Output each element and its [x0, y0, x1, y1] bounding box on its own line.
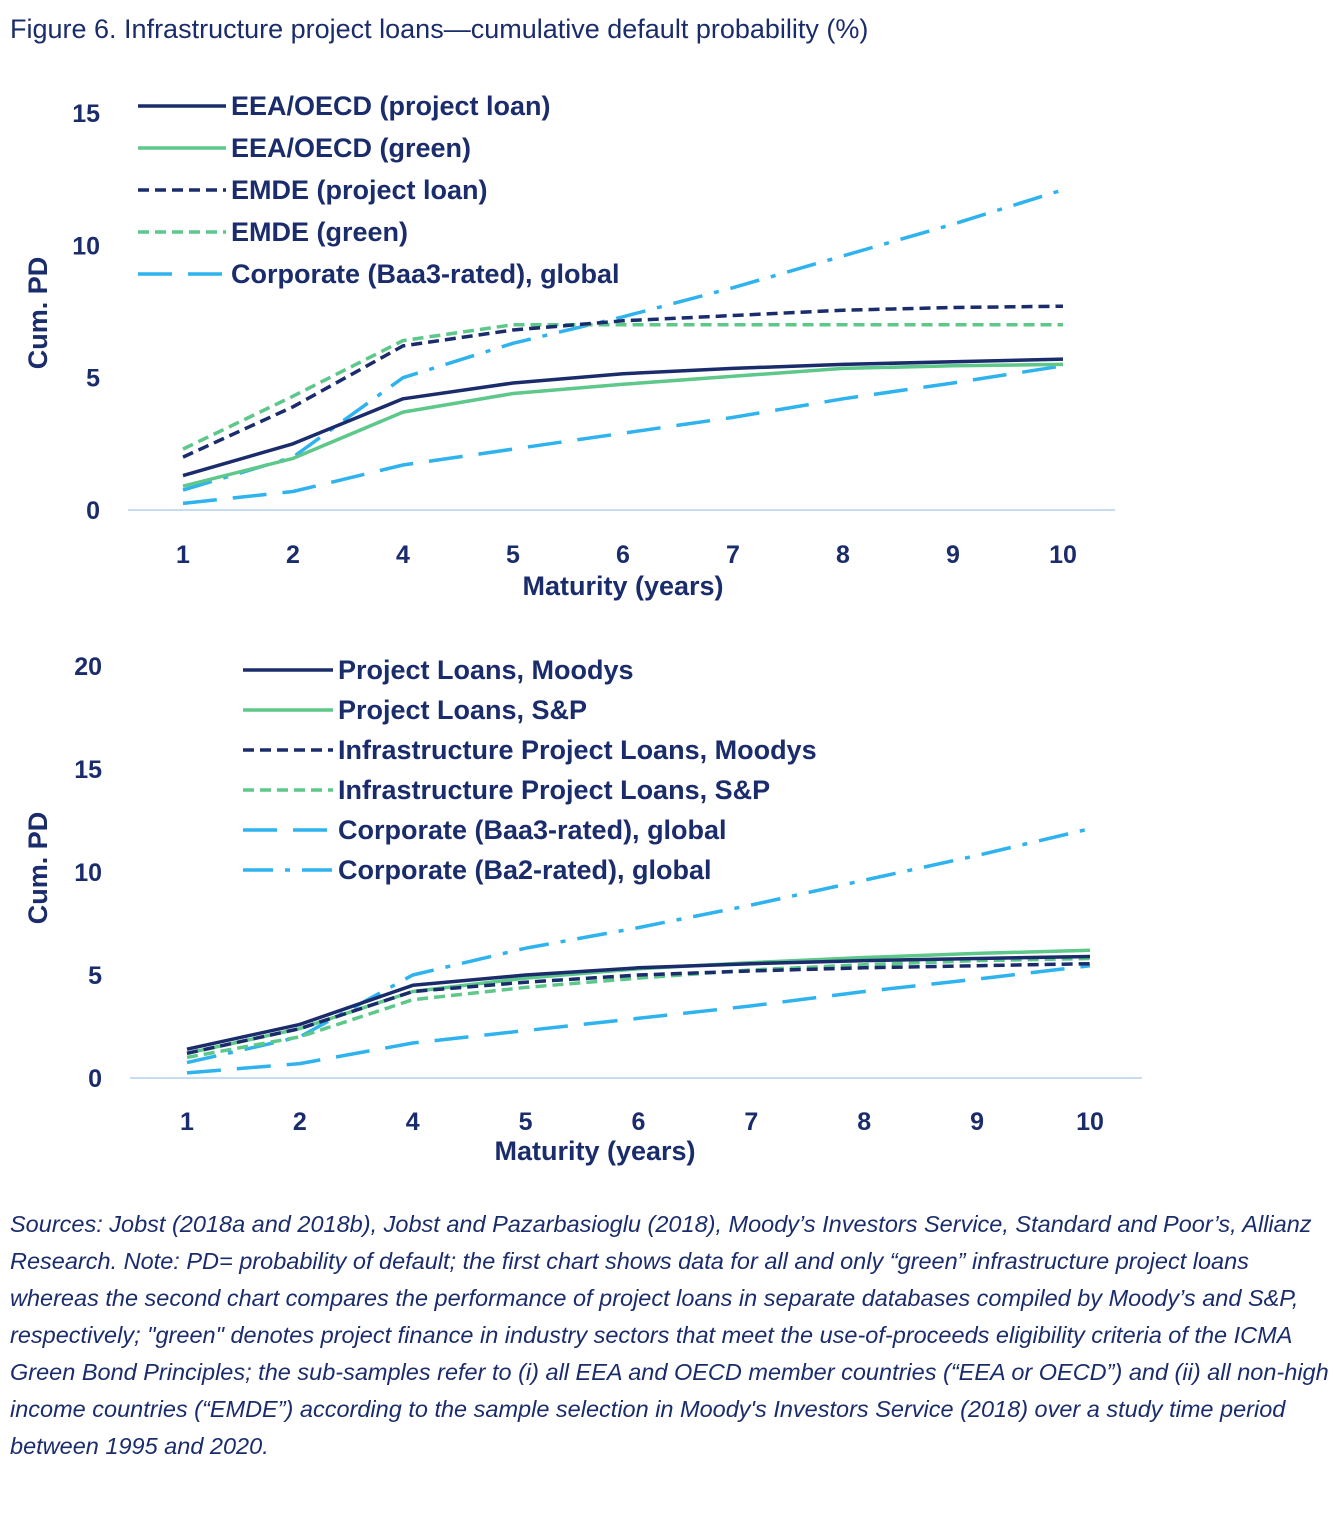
legend-label-2: EMDE (project loan)	[231, 175, 488, 205]
x-tick-label: 1	[180, 1108, 194, 1136]
legend-label-4: Corporate (Baa3-rated), global	[231, 259, 620, 289]
x-tick-label: 5	[519, 1108, 533, 1136]
x-tick-label: 8	[836, 541, 850, 569]
legend-label-3: Infrastructure Project Loans, S&P	[338, 775, 770, 805]
x-tick-label: 8	[857, 1108, 871, 1136]
legend-label-1: Project Loans, S&P	[338, 695, 587, 725]
chart-top: 0 5 10 15 1 2 4 5 6 7 8 9 10 Maturity (years) Cum. PD E…	[23, 91, 1115, 601]
x-axis-label: Maturity (years)	[522, 571, 723, 601]
series-line-2	[186, 961, 1091, 1056]
x-tick-label: 9	[970, 1108, 984, 1136]
series-line-1	[186, 948, 1091, 1056]
legend-label-4: Corporate (Baa3-rated), global	[338, 815, 727, 845]
series-line-4	[186, 963, 1091, 1075]
x-axis-label: Maturity (years)	[494, 1136, 695, 1166]
x-tick-label: 7	[726, 541, 740, 569]
x-tick-label: 1	[176, 541, 190, 569]
x-tick-label: 2	[286, 541, 300, 569]
y-tick-label: 0	[88, 1065, 102, 1093]
legend-label-0: EEA/OECD (project loan)	[231, 91, 551, 121]
x-tick-label: 9	[946, 541, 960, 569]
series-line-5	[186, 826, 1091, 1065]
x-tick-label: 4	[406, 1108, 420, 1136]
y-axis-label: Cum. PD	[23, 812, 53, 925]
legend-label-3: EMDE (green)	[231, 217, 408, 247]
legend-label-5: Corporate (Ba2-rated), global	[338, 855, 712, 885]
series-line-2	[182, 304, 1064, 459]
x-tick-label: 4	[396, 541, 410, 569]
y-axis-label: Cum. PD	[23, 257, 53, 370]
legend-label-2: Infrastructure Project Loans, Moodys	[338, 735, 817, 765]
y-tick-label: 15	[72, 100, 100, 128]
x-tick-label: 2	[293, 1108, 307, 1136]
x-tick-label: 10	[1049, 541, 1077, 569]
series-line-3	[182, 322, 1063, 451]
y-tick-label: 10	[74, 859, 102, 887]
x-tick-label: 6	[632, 1108, 646, 1136]
series-line-1	[182, 362, 1064, 488]
y-tick-label: 5	[86, 365, 100, 393]
series-line-3	[186, 956, 1091, 1060]
x-tick-label: 10	[1076, 1108, 1104, 1136]
y-tick-label: 0	[86, 497, 100, 525]
x-tick-label: 6	[616, 541, 630, 569]
y-tick-label: 15	[74, 756, 102, 784]
figure-title: Figure 6. Infrastructure project loans—c…	[10, 14, 869, 44]
legend-label-0: Project Loans, Moodys	[338, 655, 634, 685]
y-tick-label: 5	[88, 962, 102, 990]
x-tick-label: 7	[744, 1108, 758, 1136]
x-tick-label: 5	[506, 541, 520, 569]
series-line-0	[186, 954, 1091, 1051]
y-tick-label: 10	[72, 232, 100, 260]
legend-label-1: EEA/OECD (green)	[231, 133, 471, 163]
source-note: Sources: Jobst (2018a and 2018b), Jobst …	[10, 1211, 1329, 1459]
series-line-0	[182, 357, 1064, 478]
y-tick-label: 20	[74, 653, 102, 681]
